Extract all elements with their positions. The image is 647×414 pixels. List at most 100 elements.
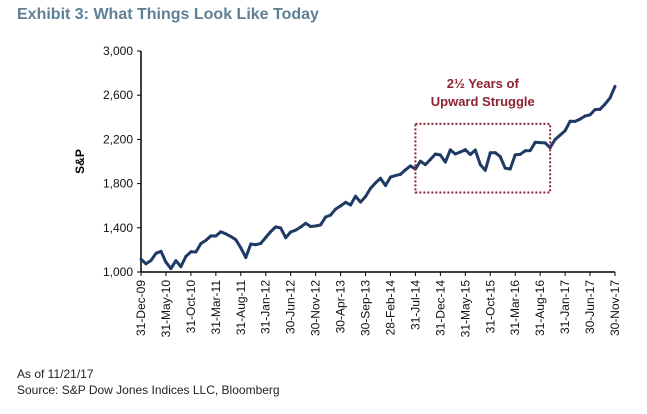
x-tick-label: 31-Dec-14 [433, 280, 447, 336]
data-point [528, 149, 532, 153]
source-note: Source: S&P Dow Jones Indices LLC, Bloom… [17, 383, 280, 397]
data-point [443, 160, 447, 164]
data-point [403, 168, 407, 172]
data-point [458, 150, 462, 154]
data-point [448, 148, 452, 152]
data-point [523, 149, 527, 153]
y-tick-label: 1,800 [103, 177, 133, 191]
data-point [259, 241, 263, 245]
data-point [274, 225, 278, 229]
data-point [284, 236, 288, 240]
data-point [438, 153, 442, 157]
data-point [359, 200, 363, 204]
data-point [289, 230, 293, 234]
data-point [164, 260, 168, 264]
data-point [149, 259, 153, 263]
data-point [473, 148, 477, 152]
x-tick-label: 31-Jan-12 [259, 280, 273, 334]
y-tick-label: 3,000 [103, 44, 133, 58]
data-point [349, 203, 353, 207]
data-point [423, 163, 427, 167]
data-point [169, 267, 173, 271]
data-point [488, 151, 492, 155]
data-point [354, 194, 358, 198]
data-point [329, 213, 333, 217]
data-point [264, 236, 268, 240]
data-point [468, 153, 472, 157]
x-tick-label: 31-Oct-10 [184, 280, 198, 334]
data-point [214, 234, 218, 238]
x-tick-label: 31-Mar-11 [209, 280, 223, 335]
data-point [418, 159, 422, 163]
x-tick-label: 31-Dec-09 [134, 280, 148, 336]
data-point [174, 259, 178, 263]
data-point [393, 174, 397, 178]
data-point [508, 167, 512, 171]
data-point [568, 119, 572, 123]
data-point [563, 129, 567, 133]
y-tick-label: 1,000 [103, 265, 133, 279]
data-point [314, 224, 318, 228]
data-point [224, 232, 228, 236]
data-point [498, 155, 502, 159]
data-point [613, 84, 617, 88]
data-point [344, 200, 348, 204]
data-point [319, 223, 323, 227]
x-tick-label: 28-Feb-14 [383, 280, 397, 336]
data-point [309, 224, 313, 228]
x-tick-label: 31-May-10 [159, 280, 173, 338]
data-point [513, 153, 517, 157]
x-tick-label: 30-Apr-13 [334, 280, 348, 334]
data-point [204, 238, 208, 242]
data-point [573, 119, 577, 123]
annotation-text: Upward Struggle [431, 94, 535, 109]
x-tick-label: 30-Sep-13 [359, 280, 373, 336]
data-point [219, 230, 223, 234]
x-tick-label: 30-Nov-17 [608, 280, 622, 336]
x-tick-label: 31-Jan-17 [558, 280, 572, 334]
sp-index-line [139, 85, 617, 271]
data-point [234, 238, 238, 242]
data-point [483, 168, 487, 172]
y-tick-label: 2,600 [103, 88, 133, 102]
data-point [578, 117, 582, 121]
data-point [433, 152, 437, 156]
data-point [334, 207, 338, 211]
x-tick-label: 31-Mar-16 [508, 280, 522, 336]
data-point [408, 164, 412, 168]
data-point [194, 250, 198, 254]
data-point [209, 234, 213, 238]
data-point [598, 107, 602, 111]
x-tick-label: 31-Jul-14 [408, 280, 422, 330]
data-point [503, 166, 507, 170]
data-point [608, 96, 612, 100]
x-tick-label: 30-Nov-12 [309, 280, 323, 336]
data-point [453, 152, 457, 156]
y-tick-label: 1,400 [103, 221, 133, 235]
data-point [229, 235, 233, 239]
data-point [364, 195, 368, 199]
data-point [603, 102, 607, 106]
data-point [294, 228, 298, 232]
y-axis-label: S&P [73, 149, 87, 174]
data-point [533, 140, 537, 144]
data-point [583, 114, 587, 118]
data-point [269, 230, 273, 234]
exhibit-title: Exhibit 3: What Things Look Like Today [17, 6, 319, 23]
data-point [383, 183, 387, 187]
data-point [493, 151, 497, 155]
data-point [299, 225, 303, 229]
data-point [538, 141, 542, 145]
data-point [324, 215, 328, 219]
x-tick-label: 31-Oct-15 [483, 280, 497, 334]
x-tick-label: 31-Aug-11 [234, 280, 248, 335]
data-point [339, 204, 343, 208]
data-point [428, 158, 432, 162]
data-point [139, 257, 143, 261]
data-point [154, 251, 158, 255]
data-point [374, 181, 378, 185]
as-of-note: As of 11/21/17 [17, 367, 94, 381]
data-point [199, 241, 203, 245]
data-point [543, 141, 547, 145]
